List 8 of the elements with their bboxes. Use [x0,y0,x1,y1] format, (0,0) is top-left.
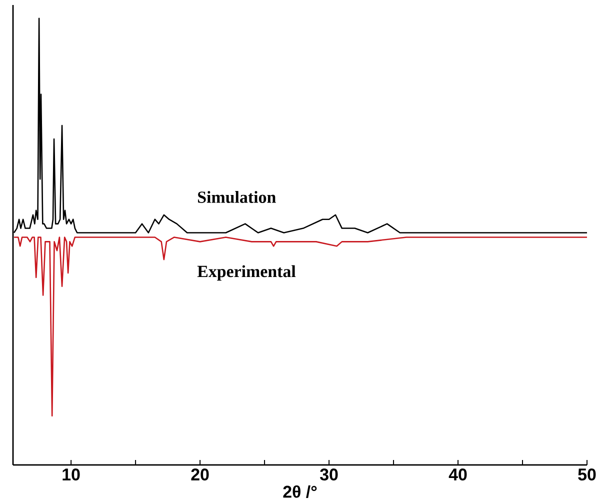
series-label: Simulation [198,191,276,203]
x-tick-label: 10 [62,468,80,481]
series-label: Experimental [197,265,296,281]
x-tick-label: 40 [448,468,467,481]
x-tick-label: 50 [578,468,596,481]
x-tick-label: 20 [191,468,209,481]
x-axis-title: 2θ /° [283,485,317,498]
x-tick-label: 30 [320,468,338,481]
